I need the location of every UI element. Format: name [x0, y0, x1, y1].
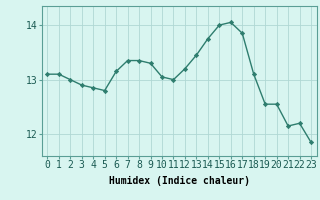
X-axis label: Humidex (Indice chaleur): Humidex (Indice chaleur): [109, 176, 250, 186]
